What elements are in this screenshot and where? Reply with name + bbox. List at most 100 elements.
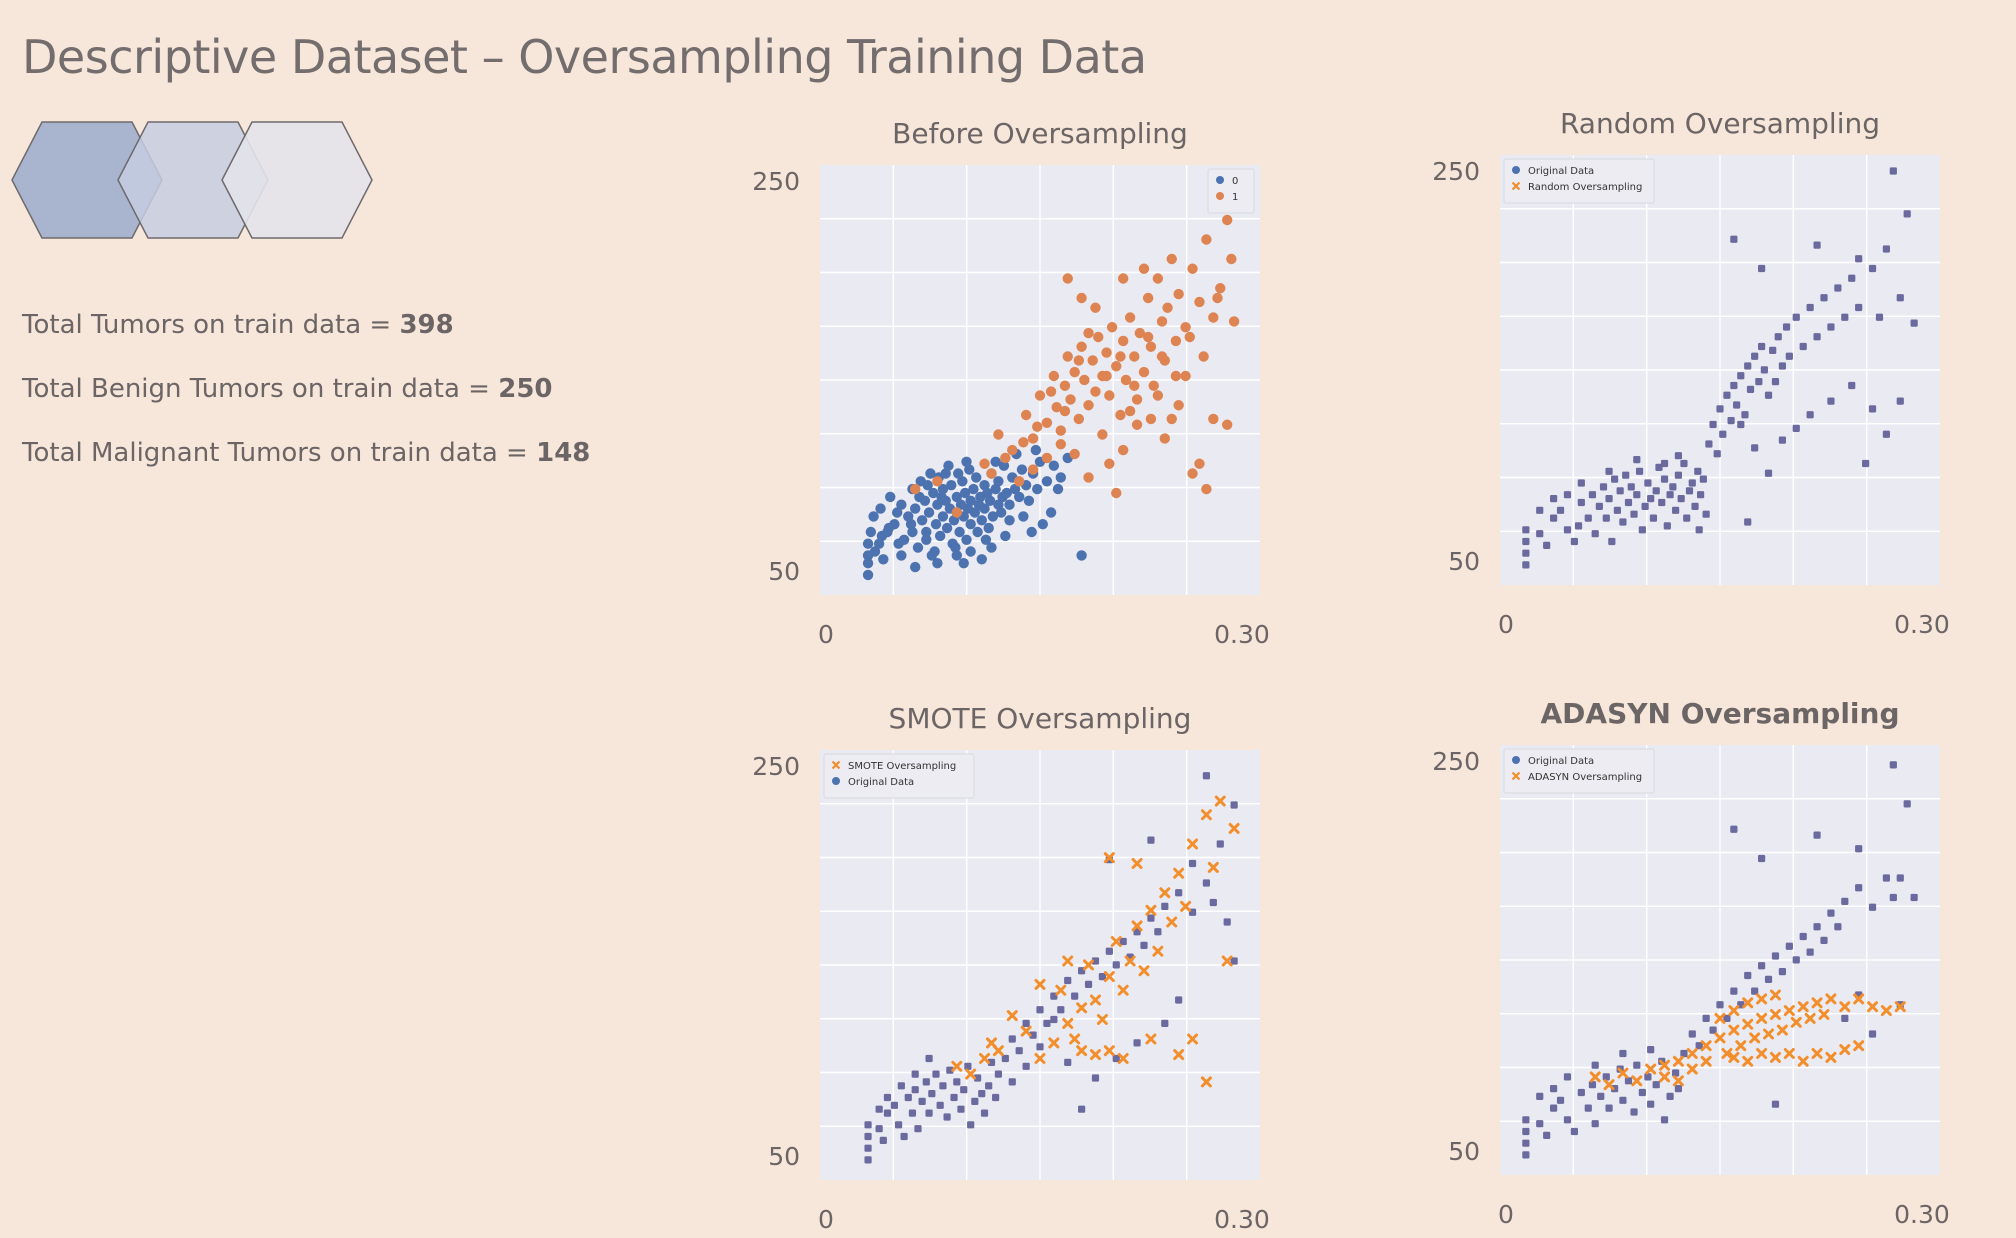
data-point <box>1138 263 1150 274</box>
data-point <box>987 1058 996 1066</box>
data-point <box>912 542 924 553</box>
data-point <box>1771 1100 1780 1108</box>
data-point <box>943 460 954 471</box>
data-point <box>1133 1039 1141 1047</box>
data-point <box>1115 409 1126 421</box>
data-point <box>1090 302 1101 313</box>
data-point <box>1152 273 1164 284</box>
legend-label: Random Oversampling <box>1528 182 1642 193</box>
data-point <box>1577 1088 1585 1097</box>
data-point <box>969 507 981 518</box>
data-point <box>1223 918 1231 926</box>
chart-svg: Before Oversampling 0 0.30 250 50 0 1 <box>752 117 1270 645</box>
data-point <box>1112 961 1120 969</box>
data-point <box>1644 1073 1652 1081</box>
data-point <box>1093 331 1104 343</box>
data-point <box>937 511 949 522</box>
data-point <box>1041 476 1053 487</box>
data-point <box>936 491 947 503</box>
data-point <box>1131 920 1143 932</box>
data-point <box>1069 448 1080 460</box>
data-point <box>946 480 957 491</box>
data-point <box>1145 904 1157 916</box>
data-point <box>1617 1067 1629 1079</box>
data-point <box>932 1070 940 1078</box>
data-point <box>1118 335 1129 347</box>
data-point <box>1022 1019 1030 1027</box>
data-point <box>1079 374 1090 386</box>
data-point <box>1848 274 1856 282</box>
data-point <box>875 1125 883 1133</box>
data-point <box>1522 1127 1530 1136</box>
data-point <box>990 456 1001 467</box>
data-point <box>1173 867 1185 879</box>
data-point <box>967 1121 975 1129</box>
data-point <box>1111 487 1122 499</box>
data-point <box>1647 1046 1655 1054</box>
chart-random-oversampling: Random Oversampling 0 0.30 250 50 Original Da… <box>1400 95 2000 635</box>
data-point <box>1091 957 1100 965</box>
data-point <box>1117 984 1129 996</box>
series-group <box>951 795 1240 1088</box>
data-point <box>1212 292 1223 304</box>
series-group <box>1522 761 1918 1159</box>
data-point <box>1769 1051 1781 1063</box>
legend-label: 1 <box>1232 192 1238 203</box>
data-point <box>1228 822 1240 834</box>
data-point <box>1187 263 1198 274</box>
series-group <box>910 214 1240 518</box>
data-point <box>1015 1047 1023 1055</box>
data-point <box>1023 495 1035 506</box>
data-point <box>1131 858 1143 869</box>
data-point <box>1721 1048 1733 1059</box>
series-group <box>1522 167 1918 569</box>
data-point <box>1716 1001 1724 1009</box>
data-point <box>1522 549 1530 557</box>
data-point <box>1659 1071 1671 1083</box>
stat-benign: Total Benign Tumors on train data = 250 <box>22 374 590 404</box>
data-point <box>1792 956 1800 964</box>
data-point <box>1875 313 1884 321</box>
legend-box <box>1207 168 1255 214</box>
data-point <box>1156 316 1168 327</box>
data-point <box>1903 210 1911 218</box>
data-point <box>1166 916 1178 928</box>
data-point <box>1647 495 1655 503</box>
data-point <box>1076 1002 1088 1014</box>
data-point <box>1142 331 1154 343</box>
data-point <box>1048 460 1060 471</box>
data-point <box>1674 471 1682 479</box>
data-point <box>1103 852 1115 864</box>
data-point <box>1737 420 1745 429</box>
data-point <box>1536 1120 1544 1128</box>
data-point <box>951 1060 963 1072</box>
data-point <box>932 499 943 510</box>
data-point <box>1097 429 1108 440</box>
data-point <box>934 530 946 542</box>
data-point <box>1059 405 1071 417</box>
data-point <box>1841 897 1849 905</box>
stat-value: 148 <box>536 438 591 468</box>
data-point <box>1769 989 1781 1001</box>
data-point <box>1041 452 1053 464</box>
data-point <box>1696 491 1705 499</box>
data-point <box>1723 391 1731 399</box>
series-group <box>1589 989 1906 1091</box>
data-point <box>1083 400 1094 411</box>
data-point <box>1756 993 1768 1005</box>
data-point <box>1783 1005 1795 1017</box>
data-point <box>1026 526 1037 538</box>
data-point <box>1652 487 1660 495</box>
data-point <box>1062 351 1073 362</box>
data-point <box>1166 253 1177 265</box>
data-point <box>1705 440 1713 448</box>
legend-box <box>1503 158 1655 204</box>
data-point <box>1187 838 1199 850</box>
data-point <box>1020 1025 1032 1037</box>
data-point <box>1811 997 1823 1009</box>
data-point <box>1660 475 1669 483</box>
data-point <box>1159 433 1170 444</box>
data-point <box>1194 296 1205 308</box>
data-point <box>1749 1032 1761 1044</box>
data-point <box>1162 302 1173 313</box>
